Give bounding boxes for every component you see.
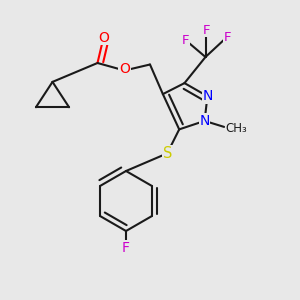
Text: O: O xyxy=(119,62,130,76)
Text: N: N xyxy=(200,114,210,128)
Text: F: F xyxy=(224,31,231,44)
Text: F: F xyxy=(122,241,130,254)
Text: CH₃: CH₃ xyxy=(225,122,247,135)
Text: O: O xyxy=(98,31,109,44)
Text: F: F xyxy=(181,34,189,47)
Text: N: N xyxy=(202,89,213,103)
Text: S: S xyxy=(163,146,172,161)
Text: F: F xyxy=(203,23,210,37)
